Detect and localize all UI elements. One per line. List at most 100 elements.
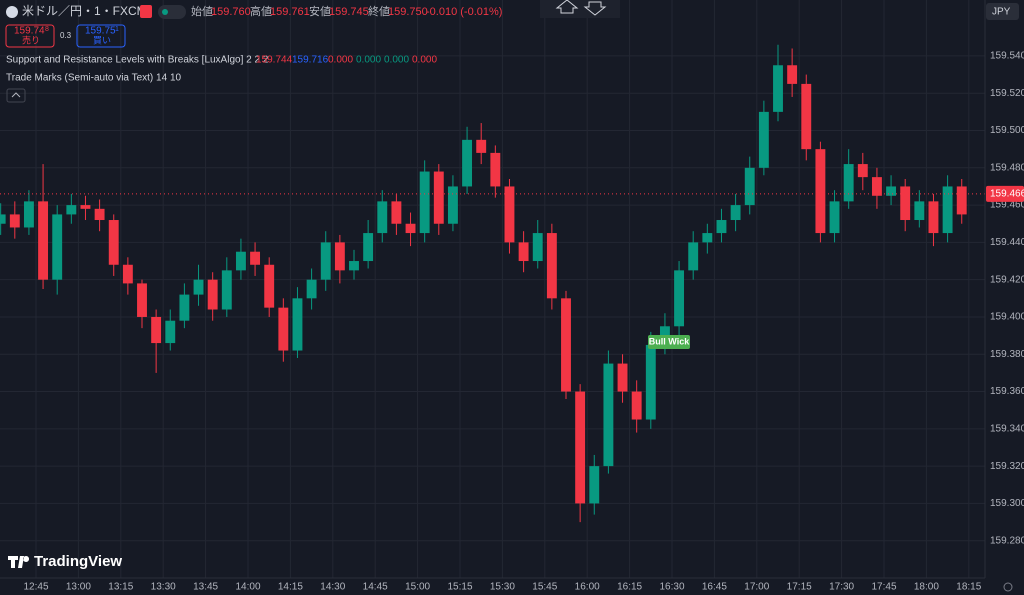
candle-body [320,242,331,280]
indicator-value: 0.000 [412,55,437,66]
candle-body [730,205,741,221]
indicator-value: 0.000 [356,55,381,66]
indicator-value: 0.000 [328,55,353,66]
header: 米ドル／円・1・FXCM 始値 159.760 高値 159.761 安値 15… [6,4,502,19]
indicator-value: 0.000 [384,55,409,66]
candle-body [546,233,557,299]
candle-body [617,363,628,392]
candle-body [165,320,176,344]
y-tick-label: 159.480 [990,162,1024,173]
flag [140,5,152,18]
candle-body [122,264,133,284]
up-arrow[interactable] [555,0,579,14]
buy-button[interactable] [76,24,126,48]
candle-body [744,167,755,206]
x-tick-label: 17:30 [829,582,854,593]
x-tick-label: 14:30 [320,582,345,593]
low-label: 安値 [309,4,331,18]
candle-body [193,279,204,295]
close-value: 159.750 [388,6,428,18]
status-dot [162,9,168,15]
candle-body [871,177,882,196]
last-price-tag [986,185,1024,202]
currency: JPY [992,7,1011,18]
candle-body [151,316,162,344]
last-price-label: 159.466 [990,189,1024,200]
y-tick-label: 159.460 [990,200,1024,211]
settings-icon[interactable] [1003,582,1013,592]
candle-body [561,298,571,392]
candle-body [38,201,49,280]
candle-body [900,186,911,221]
candle-body [829,201,840,234]
candle-body [23,201,34,228]
x-tick-label: 17:15 [787,582,812,593]
candle-body [589,466,600,504]
candle-body [716,220,727,234]
x-tick-label: 15:30 [490,582,515,593]
collapse-button[interactable] [6,88,26,103]
candle-body [702,233,713,243]
y-tick-label: 159.540 [990,51,1024,62]
x-tick-label: 18:15 [956,582,981,593]
annotation: Bull Wick [649,336,690,346]
candle-body [9,214,20,228]
sell-price: 159.74 [14,26,45,37]
sell-label: 売り [22,34,40,45]
x-tick-label: 13:15 [108,582,133,593]
candle-body [773,65,783,112]
down-arrow[interactable] [583,1,607,16]
indicator-name: Trade Marks (Semi-auto via Text) 14 10 [6,73,182,84]
sell-sup: 8 [45,26,49,33]
x-tick-label: 16:45 [702,582,727,593]
candle-body [942,186,953,234]
trade-buttons: 159.74 8 売り 0.3 159.75 1 買い [5,24,126,48]
x-tick-label: 16:15 [617,582,642,593]
sell-button[interactable] [5,24,55,48]
x-tick-label: 15:15 [447,582,472,593]
y-tick-label: 159.400 [990,312,1024,323]
brand-logo [8,556,30,568]
x-tick-label: 18:00 [914,582,939,593]
x-tick-label: 15:45 [532,582,557,593]
candle-body [603,363,614,467]
x-tick-label: 13:30 [151,582,176,593]
buy-label: 買い [93,35,111,45]
candle-body [235,251,246,271]
candle-body [843,164,854,202]
collapse-icon [11,92,21,98]
change: -0.010 (-0.01%) [426,6,502,18]
y-tick-label: 159.340 [990,423,1024,434]
candle-body [80,205,91,209]
candle-body [956,186,967,215]
candle-body [306,279,317,299]
open-value: 159.760 [211,6,251,18]
candle-body [419,171,430,234]
candle-body [787,65,798,84]
annotation-box [648,335,690,349]
y-tick-label: 159.420 [990,274,1024,285]
high-label: 高値 [250,4,272,18]
candle-body [250,251,261,265]
candle-body [66,205,77,215]
candle-body [179,294,190,321]
candle-body [532,233,543,262]
x-tick-label: 12:45 [23,582,48,593]
candle-body [886,186,897,196]
x-tick-label: 13:00 [66,582,91,593]
symbol-icon [6,6,18,18]
candle-body [292,298,303,351]
y-tick-label: 159.300 [990,498,1024,509]
candle-body [433,171,444,224]
currency-box[interactable] [986,3,1019,20]
candle-body [490,152,501,187]
candle-body [349,261,359,271]
y-tick-label: 159.520 [990,88,1024,99]
x-tick-label: 16:00 [575,582,600,593]
plot: Bull Wick [0,0,985,578]
candle-body [108,220,119,265]
candle-body [504,186,515,243]
candle-body [857,164,868,178]
toolbar [540,0,620,18]
